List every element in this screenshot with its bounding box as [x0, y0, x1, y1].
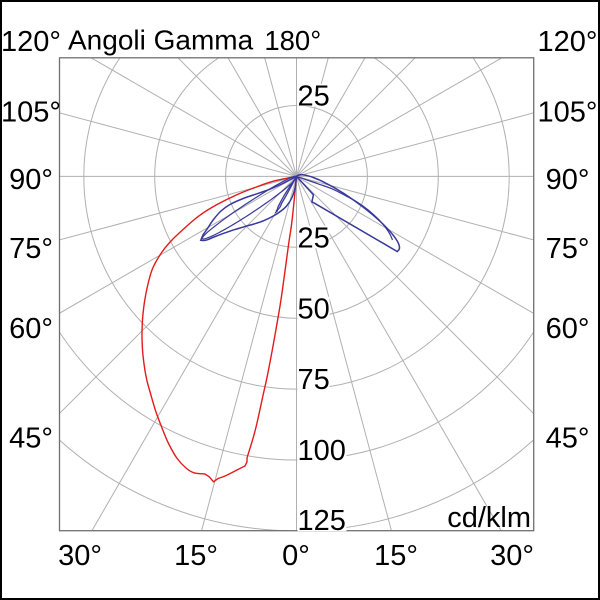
svg-text:30°: 30° — [490, 540, 534, 572]
svg-text:60°: 60° — [9, 313, 53, 345]
svg-text:45°: 45° — [9, 422, 53, 454]
svg-text:125: 125 — [298, 505, 346, 537]
svg-text:cd/klm: cd/klm — [447, 502, 531, 534]
svg-text:75°: 75° — [9, 233, 53, 265]
svg-text:105°: 105° — [1, 97, 61, 129]
svg-text:100: 100 — [298, 435, 346, 467]
svg-text:90°: 90° — [9, 164, 53, 196]
svg-text:25: 25 — [298, 80, 330, 112]
svg-text:25: 25 — [298, 222, 330, 254]
svg-text:90°: 90° — [546, 164, 590, 196]
svg-text:75: 75 — [298, 364, 330, 396]
svg-text:15°: 15° — [374, 540, 418, 572]
svg-text:Angoli Gamma: Angoli Gamma — [68, 25, 254, 56]
svg-text:75°: 75° — [546, 233, 590, 265]
svg-text:180°: 180° — [264, 25, 321, 56]
svg-text:15°: 15° — [174, 540, 218, 572]
svg-text:120°: 120° — [1, 26, 61, 58]
svg-text:30°: 30° — [58, 540, 102, 572]
svg-text:0°: 0° — [282, 540, 310, 572]
svg-text:60°: 60° — [546, 313, 590, 345]
svg-text:50: 50 — [298, 293, 330, 325]
svg-text:105°: 105° — [538, 97, 598, 129]
svg-text:120°: 120° — [538, 26, 598, 58]
svg-text:45°: 45° — [546, 422, 590, 454]
